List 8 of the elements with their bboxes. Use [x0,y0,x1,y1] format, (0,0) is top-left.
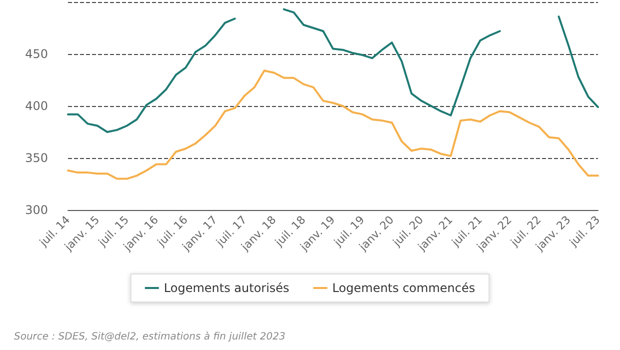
y-tick-label: 350 [25,151,48,165]
legend-label: Logements autorisés [164,281,290,295]
legend-label: Logements commencés [332,281,476,295]
y-tick-label: 450 [25,47,48,61]
y-tick-label: 300 [25,203,48,217]
source-note: Source : SDES, Sit@del2, estimations à fin juillet 2023 [14,332,286,342]
y-tick-label: 400 [25,99,48,113]
line-series [67,70,599,180]
